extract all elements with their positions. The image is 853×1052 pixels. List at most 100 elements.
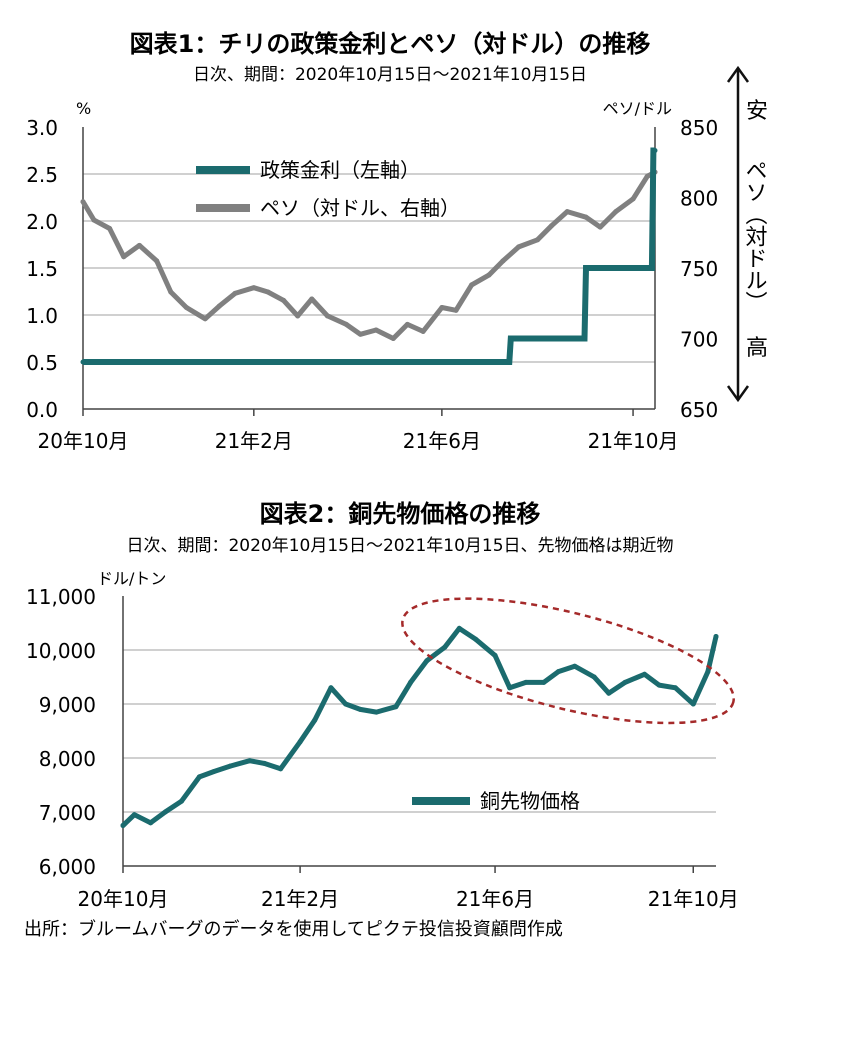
chart2-copper-point — [297, 739, 303, 745]
chart1-peso-point — [80, 199, 86, 205]
chart1-side-middle: ペソ（対ドル） — [742, 159, 768, 313]
chart2-copper-point — [328, 685, 334, 691]
chart2-copper-point — [555, 669, 561, 675]
chart1-rate-point — [508, 336, 514, 341]
chart2-copper-point — [572, 663, 578, 669]
chart2-y-tick-label: 9,000 — [39, 693, 96, 717]
chart1-peso-point — [251, 285, 257, 291]
chart1-peso-point — [202, 316, 208, 322]
chart2-x-tick-label: 21年2月 — [261, 887, 339, 911]
chart1-peso-point — [91, 217, 97, 223]
chart2-copper-point — [642, 671, 648, 677]
chart2-copper-point — [131, 812, 137, 818]
chart1-rate-point — [581, 336, 587, 341]
chart2-y-tick-label: 11,000 — [26, 585, 96, 609]
chart1-peso-point — [281, 297, 287, 303]
chart1-peso-point — [613, 209, 619, 215]
chart1-left-tick-label: 2.5 — [26, 163, 58, 187]
chart2-copper-point — [656, 682, 662, 688]
chart1-peso-point — [420, 328, 426, 334]
chart2-copper-point — [408, 679, 414, 685]
chart1-peso-point — [357, 331, 363, 337]
chart2-copper-point — [473, 636, 479, 642]
chart1-x-tick-label: 20年10月 — [38, 429, 129, 453]
chart2-highlight-ellipse — [401, 597, 735, 725]
chart2-copper-point — [393, 704, 399, 710]
chart1-rate-point — [649, 265, 655, 271]
chart1-left-tick-label: 2.0 — [26, 210, 58, 234]
chart2-copper-point — [162, 809, 168, 815]
chart2-copper-point — [343, 701, 349, 707]
chart1-peso-point — [324, 313, 330, 319]
chart2-copper-point — [672, 685, 678, 691]
chart2-copper-point — [120, 823, 126, 828]
chart2-y-tick-label: 8,000 — [39, 747, 96, 771]
chart1-left-tick-label: 1.5 — [26, 257, 58, 281]
chart2-x-tick-label: 21年6月 — [456, 887, 534, 911]
chart2-x-tick-label: 20年10月 — [78, 887, 169, 911]
chart1-peso-point — [154, 258, 160, 264]
chart2-copper-point — [227, 763, 233, 769]
chart2-copper-point — [606, 690, 612, 696]
chart1-subtitle: 日次、期間：2020年10月15日～2021年10月15日 — [193, 65, 587, 85]
chart1-peso-point — [295, 313, 301, 319]
chart1-peso-point — [121, 254, 127, 260]
chart2-copper-point — [247, 758, 253, 764]
chart2-copper-point — [456, 625, 462, 631]
chart1-side-bottom: 高 — [746, 336, 768, 361]
chart1-x-tick-label: 21年6月 — [403, 429, 481, 453]
chart1-rate-point — [80, 359, 86, 365]
chart1-peso-point — [500, 258, 506, 264]
chart2-copper-point — [178, 798, 184, 804]
chart1-peso-point — [469, 282, 475, 288]
chart1-peso-point — [516, 244, 522, 250]
chart1-peso-point — [549, 223, 555, 229]
chart2-copper-point — [211, 769, 217, 774]
chart1-side-top: 安 — [746, 99, 768, 124]
chart1-x-tick-label: 21年2月 — [215, 429, 293, 453]
chart1-peso-point — [232, 290, 238, 296]
chart1-peso-point — [534, 237, 540, 243]
chart1-peso-point — [216, 303, 222, 309]
chart1-peso-point — [597, 224, 603, 230]
chart1-left-unit: % — [76, 99, 91, 118]
chart2-series-copper-line — [120, 625, 719, 828]
chart2-copper-point — [591, 674, 597, 680]
chart2-copper-point — [713, 634, 719, 639]
chart1-right-tick-label: 650 — [680, 398, 718, 422]
chart1-right-tick-label: 850 — [680, 116, 718, 140]
chart2-copper-point — [196, 774, 202, 780]
chart1-side-arrow-down — [726, 385, 750, 403]
chart1-right-tick-label: 700 — [680, 328, 718, 352]
chart1-rate-point — [506, 359, 512, 365]
chart1-right-tick-label: 800 — [680, 187, 718, 211]
chart1-legend-rate-label: 政策金利（左軸） — [260, 158, 420, 182]
chart2-copper-point — [507, 685, 513, 691]
chart2-copper-point — [373, 709, 379, 715]
chart1-right-unit: ペソ/ドル — [603, 99, 672, 118]
chart1-peso-point — [309, 296, 315, 302]
chart1-peso-point — [107, 226, 113, 232]
chart1-peso-point — [390, 336, 396, 341]
chart1-rate-point — [583, 265, 589, 271]
chart1-peso-point — [343, 321, 349, 327]
chart1-peso-point — [644, 173, 650, 179]
chart1-left-tick-label: 0.5 — [26, 351, 58, 375]
chart-plot-layer: 3.0 2.5 2.0 1.5 1.0 0.5 0.0 850 800 750 700 650 20年1… — [26, 116, 739, 911]
chart1-peso-point — [183, 304, 189, 310]
chart2-copper-point — [148, 820, 154, 826]
chart1-left-tick-label: 1.0 — [26, 304, 58, 328]
chart1-peso-point — [136, 242, 142, 248]
chart1-peso-point — [168, 289, 174, 295]
chart2-copper-point — [492, 652, 498, 658]
chart1-peso-point — [404, 321, 410, 327]
chart1-left-tick-label: 0.0 — [26, 398, 58, 422]
chart2-y-tick-label: 6,000 — [39, 855, 96, 879]
source-note: 出所：ブルームバーグのデータを使用してピクテ投信投資顧問作成 — [24, 918, 563, 940]
chart1-peso-point — [583, 214, 589, 220]
chart1-series-rate-line — [83, 147, 657, 365]
chart2-copper-point — [705, 669, 711, 675]
chart1-peso-point — [564, 209, 570, 215]
chart2-copper-point — [541, 679, 547, 685]
chart1-legend-peso-label: ペソ（対ドル、右軸） — [260, 196, 460, 220]
